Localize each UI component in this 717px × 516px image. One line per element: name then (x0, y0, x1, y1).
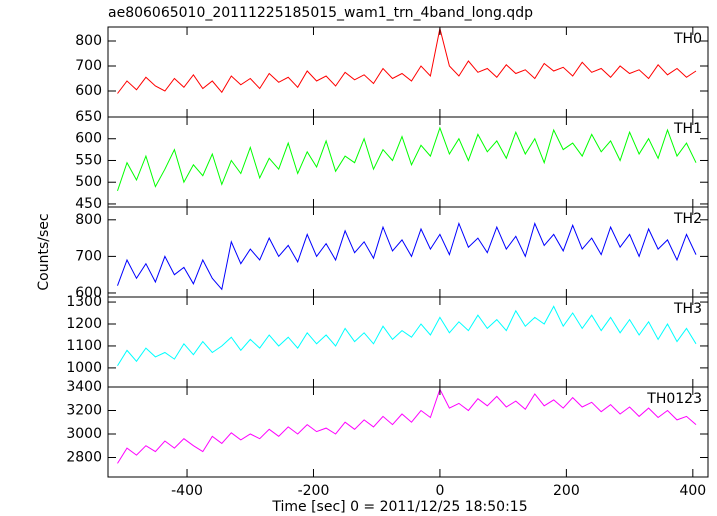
y-tick-label: 1200 (66, 316, 102, 332)
x-tick-label: -200 (298, 483, 330, 499)
panel-label: TH1 (673, 121, 702, 137)
panel-frame (107, 26, 709, 118)
x-tick-label: 400 (679, 483, 706, 499)
panel-label: TH3 (673, 301, 702, 317)
data-line (117, 28, 697, 94)
data-line (117, 221, 697, 291)
y-tick-label: 500 (75, 174, 102, 190)
panel-label: TH2 (673, 211, 702, 227)
y-tick-label: 800 (75, 33, 102, 49)
y-tick-label: 3200 (66, 402, 102, 418)
panel-frame (107, 386, 709, 478)
panel-frame (107, 116, 709, 208)
data-line (117, 388, 697, 464)
y-tick-label: 1100 (66, 338, 102, 354)
y-tick-label: 1000 (66, 360, 102, 376)
y-tick-label: 3000 (66, 426, 102, 442)
y-tick-label: 550 (75, 152, 102, 168)
x-tick-label: -400 (171, 483, 203, 499)
y-axis-label: Counts/sec (36, 213, 52, 290)
y-tick-label: 2800 (66, 449, 102, 465)
y-tick-label: 600 (75, 285, 102, 301)
y-tick-label: 3400 (66, 379, 102, 395)
data-line (117, 305, 697, 366)
x-tick-label: 200 (553, 483, 580, 499)
panel-label: TH0 (673, 31, 702, 47)
chart-title: ae806065010_20111225185015_wam1_trn_4ban… (108, 5, 533, 21)
y-tick-label: 800 (75, 212, 102, 228)
y-tick-label: 700 (75, 248, 102, 264)
x-tick-label: 0 (435, 483, 444, 499)
panel-label: TH0123 (646, 391, 702, 407)
x-axis-label: Time [sec] 0 = 2011/12/25 18:50:15 (271, 499, 527, 515)
panel-frame (107, 206, 709, 298)
y-tick-label: 450 (75, 196, 102, 212)
y-tick-label: 650 (75, 109, 102, 125)
panel-frame (107, 296, 709, 388)
y-tick-label: 600 (75, 131, 102, 147)
y-tick-label: 700 (75, 58, 102, 74)
y-tick-label: 1300 (66, 294, 102, 310)
data-line (117, 126, 697, 192)
y-tick-label: 600 (75, 83, 102, 99)
